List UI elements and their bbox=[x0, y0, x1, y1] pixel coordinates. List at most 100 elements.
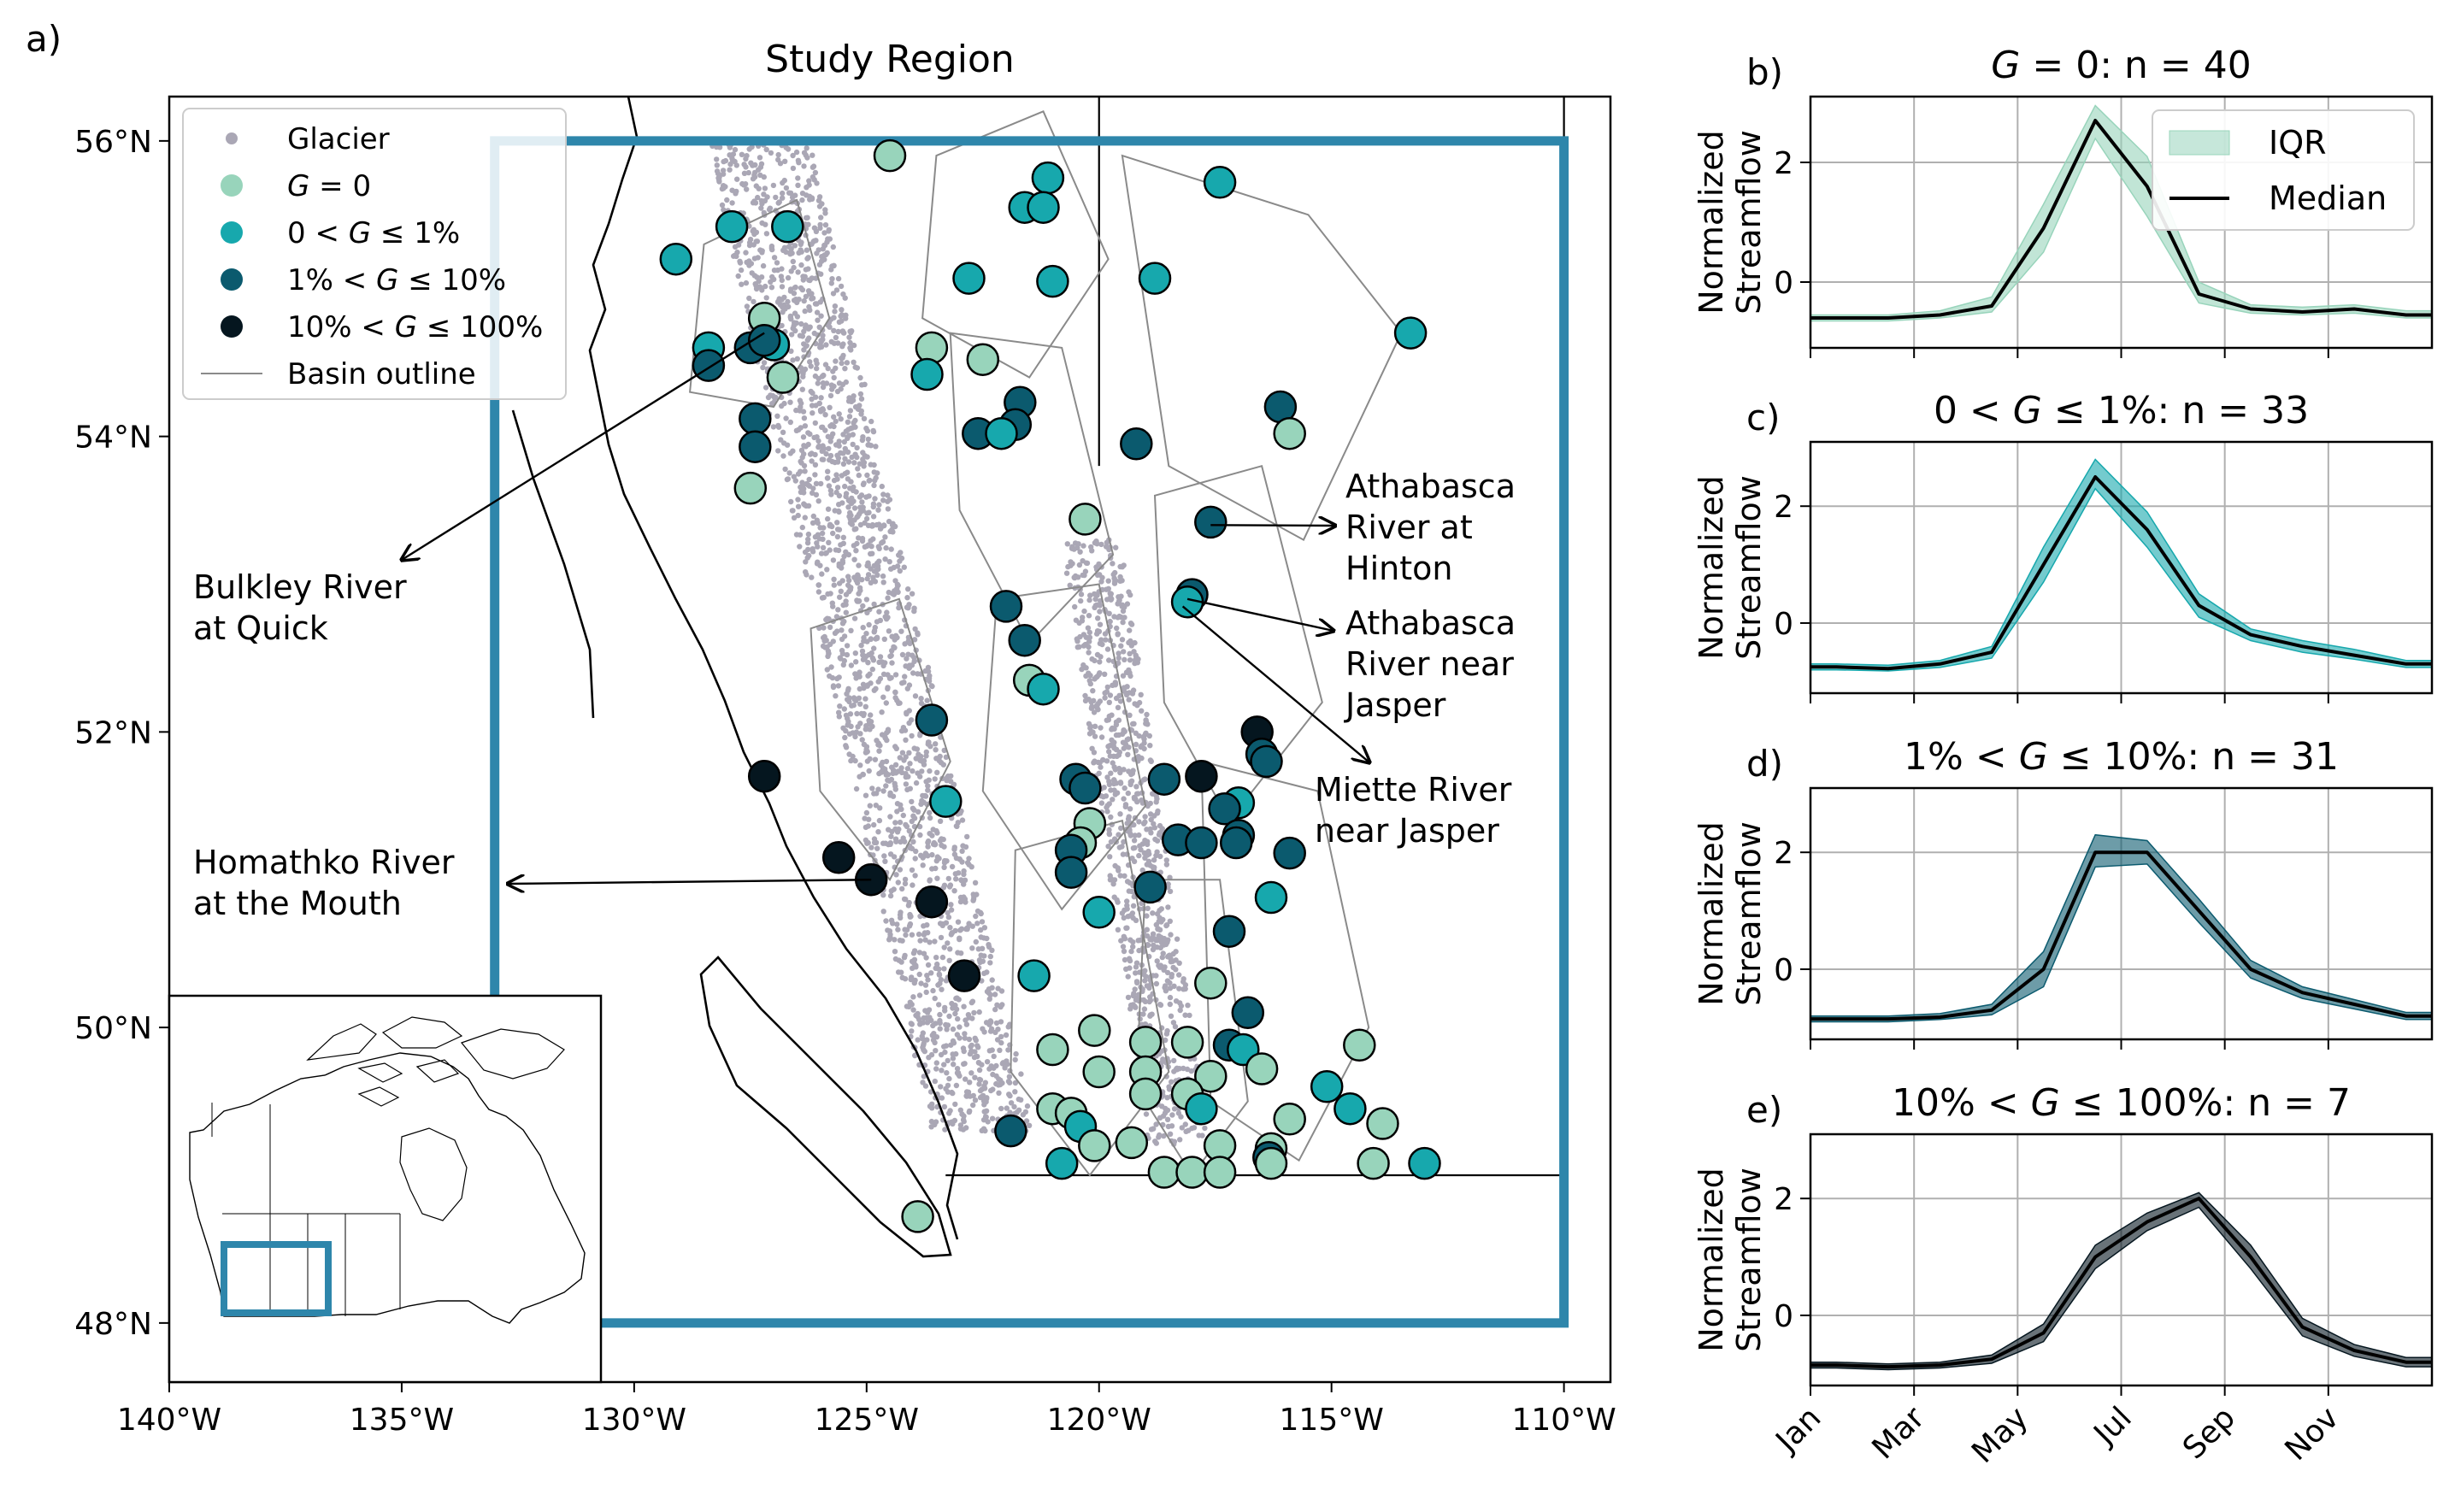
glacier-dot bbox=[921, 1040, 927, 1047]
station-marker bbox=[1027, 672, 1060, 706]
glacier-dot bbox=[897, 568, 904, 574]
glacier-dot bbox=[806, 335, 812, 341]
glacier-dot bbox=[774, 267, 781, 274]
glacier-dot bbox=[913, 1012, 919, 1019]
glacier-dot bbox=[926, 777, 932, 783]
glacier-dot bbox=[812, 301, 819, 307]
glacier-dot bbox=[1100, 756, 1106, 763]
glacier-dot bbox=[938, 934, 945, 941]
glacier-dot bbox=[900, 725, 907, 731]
glacier-dot bbox=[978, 934, 984, 940]
glacier-dot bbox=[1118, 643, 1124, 649]
glacier-dot bbox=[1115, 704, 1122, 710]
glacier-dot bbox=[941, 864, 947, 870]
glacier-dot bbox=[889, 764, 895, 770]
glacier-dot bbox=[1157, 1132, 1163, 1138]
glacier-dot bbox=[913, 964, 919, 970]
glacier-dot bbox=[845, 419, 851, 425]
station-marker bbox=[733, 471, 768, 505]
glacier-dot bbox=[824, 250, 830, 256]
glacier-dot bbox=[1005, 1047, 1011, 1053]
glacier-dot bbox=[913, 780, 920, 786]
glacier-dot bbox=[829, 600, 835, 606]
glacier-dot bbox=[815, 247, 821, 253]
panel-title: 1% < G ≤ 10%: n = 31 bbox=[1904, 735, 2339, 779]
glacier-dot bbox=[857, 762, 863, 768]
station-marker bbox=[1254, 1146, 1288, 1180]
glacier-dot bbox=[825, 648, 832, 654]
panel-title: G = 0: n = 40 bbox=[1991, 44, 2251, 87]
glacier-dot bbox=[800, 434, 807, 440]
glacier-dot bbox=[827, 392, 834, 399]
glacier-dot bbox=[864, 427, 871, 434]
station-marker bbox=[989, 590, 1023, 623]
glacier-dot bbox=[1154, 944, 1160, 950]
y-axis-label: Streamflow bbox=[1730, 821, 1768, 1006]
glacier-dot bbox=[1124, 898, 1130, 904]
glacier-dot bbox=[906, 899, 912, 906]
glacier-dot bbox=[833, 693, 839, 699]
glacier-dot bbox=[994, 1037, 1001, 1043]
glacier-dot bbox=[871, 482, 877, 489]
station-marker bbox=[994, 1114, 1027, 1148]
glacier-dot bbox=[828, 491, 834, 497]
glacier-dot bbox=[909, 798, 915, 805]
glacier-dot bbox=[862, 727, 868, 732]
glacier-dot bbox=[885, 506, 892, 512]
glacier-dot bbox=[780, 190, 786, 197]
glacier-dot bbox=[1110, 682, 1116, 688]
glacier-dot bbox=[1090, 688, 1096, 694]
glacier-dot bbox=[798, 425, 804, 431]
glacier-dot bbox=[1169, 1079, 1175, 1085]
station-marker bbox=[1231, 996, 1265, 1030]
y-axis-label: Normalized bbox=[1693, 821, 1730, 1006]
glacier-dot bbox=[840, 352, 846, 359]
station-marker bbox=[766, 361, 800, 394]
glacier-dot bbox=[868, 418, 874, 425]
glacier-dot bbox=[986, 1021, 992, 1027]
glacier-dot bbox=[886, 628, 892, 634]
basin-outline bbox=[1121, 154, 1403, 541]
glacier-dot bbox=[942, 1127, 948, 1133]
glacier-dot bbox=[1097, 609, 1103, 615]
median-line bbox=[1810, 850, 2432, 1021]
glacier-dot bbox=[790, 326, 796, 332]
glacier-dot bbox=[805, 546, 811, 553]
glacier-dot bbox=[909, 1028, 915, 1034]
glacier-dot bbox=[923, 753, 929, 759]
glacier-dot bbox=[785, 476, 792, 482]
glacier-dot bbox=[927, 744, 933, 750]
glacier-dot bbox=[1094, 572, 1101, 578]
glacier-dot bbox=[757, 155, 763, 161]
glacier-dot bbox=[786, 470, 792, 476]
station-marker bbox=[1393, 316, 1428, 350]
glacier-dot bbox=[716, 177, 722, 183]
glacier-dot bbox=[1169, 1123, 1175, 1129]
y-axis-label: Normalized bbox=[1693, 130, 1730, 315]
glacier-dot bbox=[1117, 780, 1124, 785]
glacier-dot bbox=[884, 609, 890, 615]
glacier-dot bbox=[899, 651, 906, 658]
glacier-dot bbox=[1071, 546, 1077, 552]
glacier-dot bbox=[775, 151, 781, 158]
glacier-dot bbox=[714, 162, 720, 168]
glacier-dot bbox=[973, 938, 980, 945]
glacier-dot bbox=[820, 379, 827, 386]
glacier-dot bbox=[858, 642, 864, 649]
glacier-dot bbox=[963, 844, 969, 850]
glacier-dot bbox=[1092, 733, 1098, 739]
glacier-dot bbox=[974, 1043, 980, 1049]
glacier-dot bbox=[780, 195, 786, 201]
glacier-dot bbox=[840, 725, 846, 731]
glacier-dot bbox=[835, 328, 841, 335]
glacier-dot bbox=[762, 385, 769, 391]
glacier-dot bbox=[720, 171, 727, 177]
glacier-dot bbox=[1165, 904, 1171, 910]
glacier-dot bbox=[1111, 894, 1117, 900]
glacier-dot bbox=[809, 574, 815, 580]
glacier-dot bbox=[1163, 862, 1170, 868]
glacier-dot bbox=[853, 729, 860, 735]
glacier-dot bbox=[873, 803, 879, 809]
glacier-dot bbox=[880, 892, 886, 898]
glacier-dot bbox=[812, 373, 819, 379]
